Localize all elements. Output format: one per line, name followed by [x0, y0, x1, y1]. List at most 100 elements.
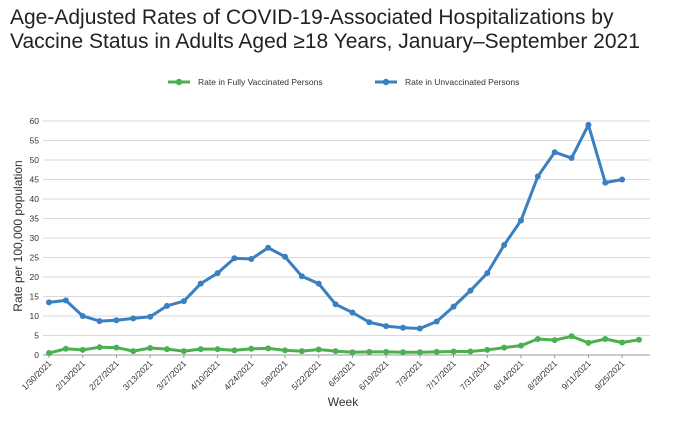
chart-title: Age-Adjusted Rates of COVID-19-Associate…: [10, 6, 640, 53]
x-tick-label: 3/27/2021: [154, 358, 188, 392]
data-point: [585, 339, 592, 346]
y-tick-label: 0: [34, 350, 39, 360]
data-point: [248, 256, 255, 263]
x-axis-label: Week: [328, 395, 359, 409]
data-point: [433, 318, 440, 325]
data-point: [214, 270, 221, 277]
data-point: [113, 317, 120, 324]
data-point: [416, 325, 423, 332]
data-point: [46, 350, 52, 357]
y-tick-label: 35: [30, 214, 40, 224]
y-tick-label: 25: [30, 253, 40, 263]
data-point: [501, 242, 508, 249]
data-point: [197, 280, 204, 287]
y-axis-label: Rate per 100,000 population: [11, 160, 25, 311]
data-point: [164, 302, 170, 309]
data-point: [248, 345, 255, 352]
data-point: [400, 324, 406, 331]
x-tick-label: 4/10/2021: [188, 358, 222, 392]
data-point: [366, 348, 373, 355]
y-tick-label: 5: [34, 331, 39, 341]
legend-label: Rate in Unvaccinated Persons: [405, 77, 519, 87]
data-point: [568, 333, 575, 340]
x-tick-label: 8/14/2021: [492, 358, 526, 392]
data-point: [450, 303, 457, 310]
data-point: [265, 244, 272, 251]
data-point: [62, 345, 69, 352]
data-point: [147, 344, 154, 351]
x-tick-label: 8/28/2021: [525, 358, 559, 392]
data-point: [282, 253, 288, 260]
x-tick-label: 1/30/2021: [20, 358, 54, 392]
data-point: [551, 149, 558, 156]
data-point: [298, 348, 305, 355]
data-point: [180, 298, 187, 305]
data-point: [602, 336, 609, 343]
x-tick-label: 7/17/2021: [424, 358, 458, 392]
data-point: [450, 348, 457, 355]
data-point: [383, 348, 390, 355]
data-point: [534, 173, 541, 180]
y-tick-label: 40: [30, 194, 40, 204]
x-tick-label: 3/13/2021: [121, 358, 155, 392]
data-point: [619, 339, 626, 346]
x-tick-label: 4/24/2021: [222, 358, 256, 392]
data-point: [332, 301, 339, 308]
data-point: [585, 121, 592, 128]
data-point: [164, 346, 170, 353]
y-tick-label: 15: [30, 292, 40, 302]
x-tick-labels: 1/30/2021 2/13/2021 2/27/2021 3/13/2021 3/27…: [20, 355, 627, 392]
x-tick-label: 9/11/2021: [559, 358, 593, 392]
data-point: [400, 349, 406, 356]
y-tick-label: 55: [30, 136, 40, 146]
data-point: [467, 348, 474, 355]
data-point: [366, 319, 373, 326]
x-tick-label: 9/25/2021: [593, 358, 627, 392]
legend-label: Rate in Fully Vaccinated Persons: [198, 77, 323, 87]
data-point: [180, 348, 187, 355]
series-line-0: [48, 334, 640, 355]
data-point: [62, 297, 69, 304]
legend: Rate in Fully Vaccinated Persons Rate in …: [168, 77, 519, 87]
x-tick-label: 2/13/2021: [53, 358, 87, 392]
data-point: [619, 176, 626, 183]
data-point: [214, 346, 221, 353]
x-tick-label: 5/8/2021: [259, 358, 290, 389]
data-point: [315, 346, 322, 353]
data-series: [46, 121, 642, 357]
x-tick-label: 6/5/2021: [326, 358, 357, 389]
data-point: [79, 313, 86, 319]
legend-swatch-dot: [175, 78, 183, 86]
y-tick-label: 45: [30, 175, 40, 185]
y-tick-label: 20: [30, 272, 40, 282]
y-tick-label: 30: [30, 233, 40, 243]
data-point: [130, 348, 137, 355]
data-point: [416, 349, 423, 356]
data-point: [484, 270, 491, 277]
x-tick-label: 6/19/2021: [357, 358, 391, 392]
data-point: [518, 342, 524, 349]
x-tick-label: 7/3/2021: [394, 358, 425, 389]
data-point: [315, 280, 322, 287]
data-point: [518, 217, 524, 224]
y-tick-label: 50: [30, 155, 40, 165]
data-point: [349, 349, 356, 356]
y-tick-labels: 0 5 10 15 20 25 30 35 40 45 50 55 60: [30, 116, 40, 360]
data-point: [501, 344, 508, 351]
data-point: [602, 179, 609, 186]
data-point: [298, 273, 305, 280]
data-point: [332, 348, 339, 355]
data-point: [79, 346, 86, 353]
data-point: [349, 309, 356, 316]
y-tick-label: 60: [30, 116, 40, 126]
data-point: [231, 255, 238, 262]
legend-swatch-dot: [382, 78, 390, 86]
data-point: [551, 337, 558, 344]
data-point: [636, 336, 642, 343]
data-point: [484, 346, 491, 353]
data-point: [433, 348, 440, 355]
data-point: [147, 313, 154, 320]
data-point: [467, 287, 474, 294]
data-point: [130, 315, 137, 322]
y-tick-label: 10: [30, 311, 40, 321]
